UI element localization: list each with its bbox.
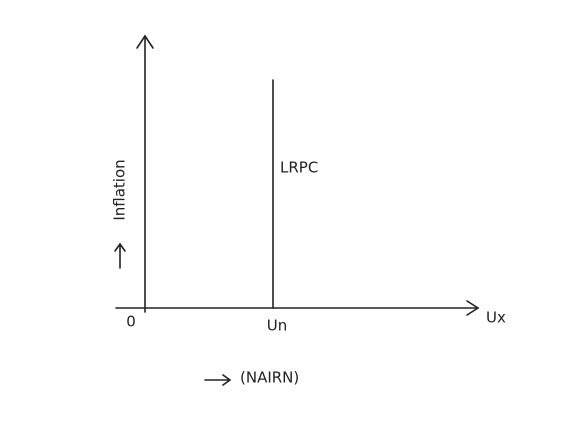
x-axis-label: (NAIRN) — [240, 369, 299, 387]
curve-label: LRPC — [280, 159, 318, 177]
x-label-arrow — [204, 374, 232, 386]
y-label-arrow — [114, 242, 126, 269]
origin-label: 0 — [126, 313, 136, 331]
position-label: Un — [267, 317, 288, 335]
x-axis-arrow — [466, 300, 480, 316]
y-axis-label: Inflation — [111, 159, 129, 220]
y-axis-arrow — [136, 34, 154, 49]
x-end-label: Ux — [486, 309, 506, 327]
